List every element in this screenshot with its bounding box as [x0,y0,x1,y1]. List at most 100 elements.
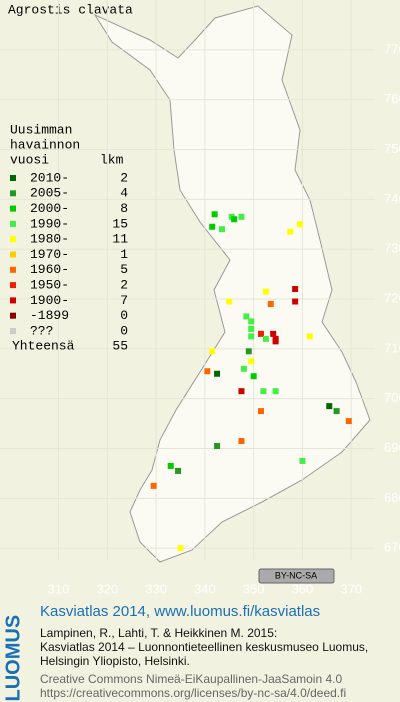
observation [238,388,245,395]
observation [272,388,279,395]
observation [175,467,182,474]
legend-count: 0 [120,308,128,323]
x-tick-label: 370 [340,581,362,596]
legend-label: 2010- [30,170,69,185]
legend-label: 1900- [30,293,69,308]
observation [214,443,221,450]
observation [260,388,267,395]
y-tick-label: 680 [384,490,400,505]
observation [248,318,255,325]
observation [231,216,238,223]
observation [150,482,157,489]
y-tick-label: 700 [384,390,400,405]
legend-count: 15 [112,216,128,231]
observation [214,370,221,377]
observation [257,408,264,415]
observation [262,335,269,342]
legend-swatch [10,220,16,227]
link[interactable]: Kasviatlas 2014, www.luomus.fi/kasviatla… [40,603,321,620]
legend-header: lkm [100,152,124,167]
observation [248,333,255,340]
observation [245,348,252,355]
legend-count: 8 [120,201,128,216]
observation [248,358,255,365]
legend-swatch [10,175,16,181]
legend-count: 4 [120,186,128,201]
legend-count: 5 [120,262,128,277]
legend-label: 1960- [30,262,69,277]
legend-label: 1980- [30,232,69,247]
y-tick-label: 710 [384,340,400,355]
legend-swatch [10,297,16,304]
footer: LUOMUS Kasviatlas 2014, www.luomus.fi/ka… [0,600,400,702]
observation [333,408,340,415]
x-tick-label: 330 [145,581,167,596]
legend-label: 2005- [30,186,69,201]
legend-label: 1970- [30,247,69,262]
legend-label: ??? [30,323,53,338]
y-tick-label: 750 [384,141,400,156]
legend-label: -1899 [30,308,69,323]
legend-label: 1990- [30,216,69,231]
observation [270,330,277,337]
license-badge [258,568,335,584]
observation [248,325,255,332]
legend-header: Uusimman [10,122,72,137]
observation [218,226,225,233]
observation [211,211,218,218]
y-tick-label: 760 [384,91,400,106]
x-tick-label: 310 [48,581,70,596]
observation [209,348,216,355]
y-tick-label: 730 [384,241,400,256]
observation [306,333,313,340]
legend-label: 2000- [30,201,69,216]
observation [250,373,257,380]
observation [226,298,233,305]
license: https://creativecommons.org/licenses/by-… [40,686,347,700]
legend-swatch [10,236,16,243]
legend-total: 55 [112,339,128,354]
legend-swatch [10,251,16,258]
legend-count: 0 [120,323,128,338]
legend-header: vuosi [10,152,49,167]
observation [292,286,299,293]
legend-total-label: Yhteensä [12,339,75,354]
legend-count: 1 [120,247,128,262]
legend-count: 2 [120,170,128,185]
observation [204,368,211,375]
legend-count: 11 [112,232,128,247]
citation: Kasviatlas 2014 – Luonnontieteellinen ke… [40,640,369,654]
observation [287,228,294,235]
x-tick-label: 360 [292,581,314,596]
observation [262,288,269,295]
observation [297,221,303,228]
observation [272,338,279,345]
logo: LUOMUS [2,614,25,702]
observation [345,418,352,425]
legend-swatch [10,282,16,289]
observation [167,462,174,469]
license: Creative Commons Nimeä-EiKaupallinen-Jaa… [40,672,343,686]
map: Agrostis clavata 310 320 330 340 350 360 370 67… [0,0,400,596]
legend-header: havainnon [10,137,80,152]
y-tick-label: 690 [384,440,400,455]
observation [238,438,245,445]
observation [240,365,247,372]
observation [238,213,245,220]
observation [209,223,216,230]
legend-swatch [10,266,16,273]
observation [177,545,184,552]
legend-swatch [10,328,16,334]
observation [292,298,299,305]
x-tick-label: 350 [243,581,265,596]
finland-outline [93,5,371,563]
legend-count: 2 [120,278,128,293]
y-tick-label: 720 [384,290,400,305]
legend-label: 1950- [30,278,69,293]
license-badge-text: BY-NC-SA [275,570,317,580]
observation [326,403,333,410]
x-tick-label: 340 [194,581,216,596]
species-title: Agrostis clavata [8,2,133,17]
legend-count: 7 [120,293,128,308]
